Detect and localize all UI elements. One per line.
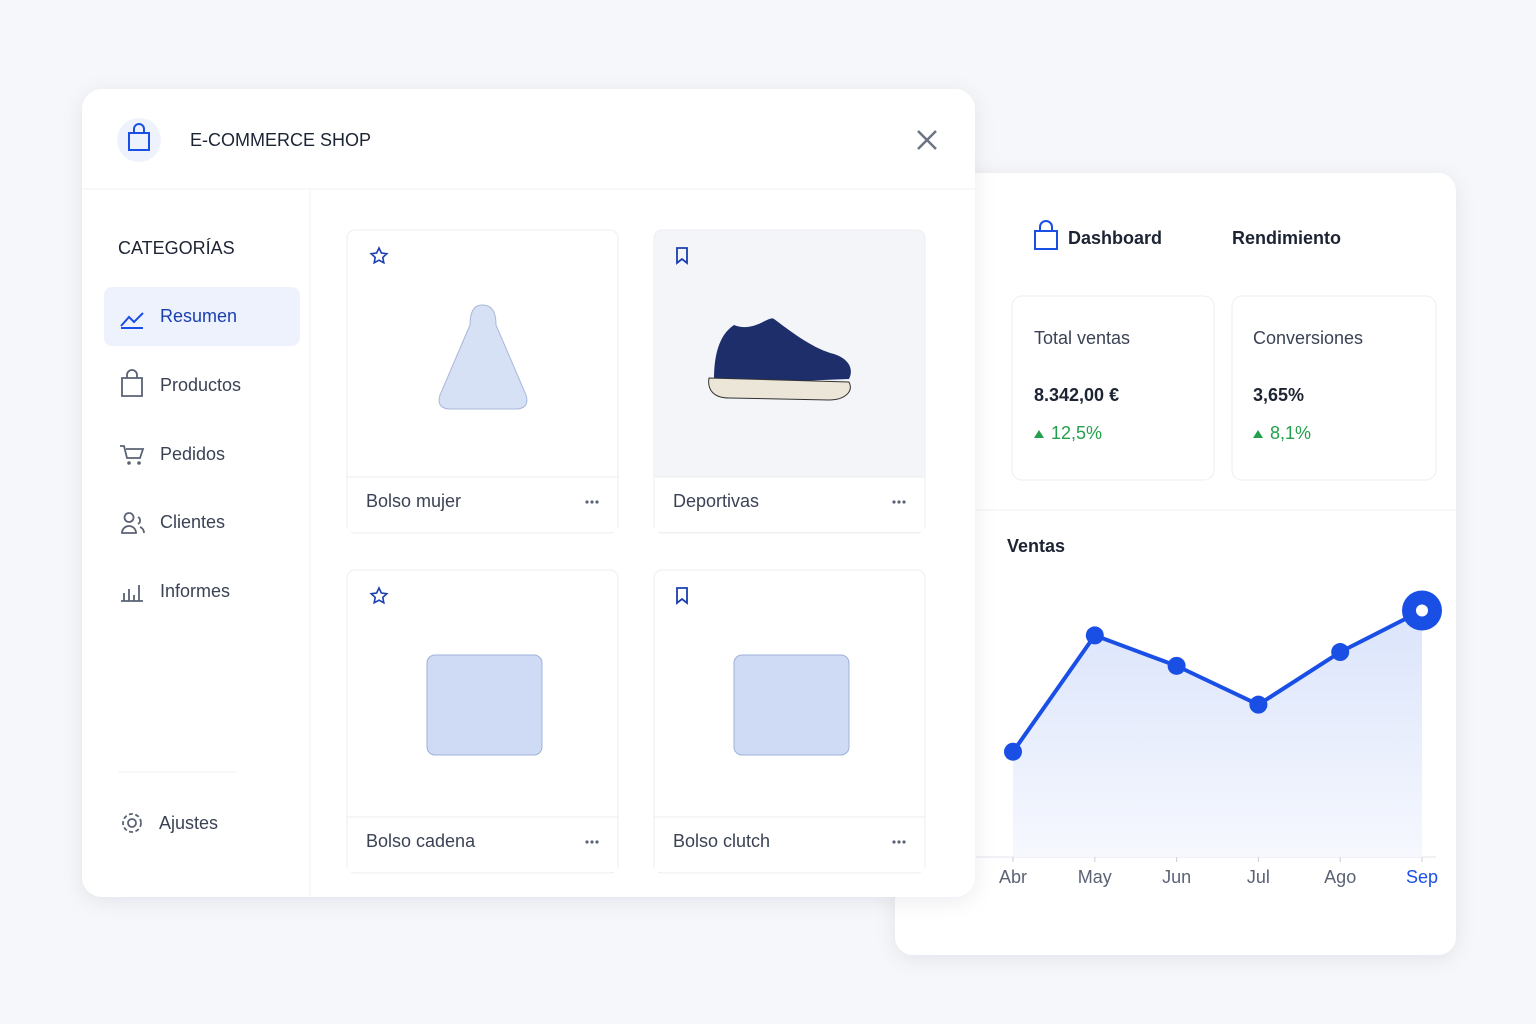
stat-label: Conversiones bbox=[1253, 328, 1363, 348]
more-dot bbox=[892, 840, 896, 844]
header-title: E-COMMERCE SHOP bbox=[190, 130, 371, 150]
stat-card bbox=[1231, 295, 1437, 481]
stat-value: 3,65% bbox=[1253, 385, 1304, 405]
more-dot bbox=[590, 840, 594, 844]
stat-change: 8,1% bbox=[1270, 423, 1311, 443]
icon bbox=[121, 585, 143, 602]
product-card[interactable]: Bolso cadena bbox=[346, 569, 619, 874]
icon bbox=[120, 445, 145, 459]
product-image bbox=[714, 318, 851, 384]
more-dot bbox=[902, 840, 906, 844]
point bbox=[1331, 643, 1350, 662]
chart-title: Ventas bbox=[1007, 536, 1065, 556]
tab[interactable]: Rendimiento bbox=[1232, 228, 1341, 248]
point-center bbox=[1416, 604, 1428, 617]
area bbox=[1013, 610, 1422, 857]
nav-item[interactable]: Productos bbox=[160, 375, 241, 395]
star-icon bbox=[369, 246, 389, 265]
more-dot bbox=[902, 500, 906, 504]
more-dot bbox=[585, 840, 589, 844]
more-dot bbox=[595, 500, 599, 504]
stat-change: 12,5% bbox=[1051, 423, 1102, 443]
card-footer bbox=[654, 817, 925, 872]
gear-icon bbox=[122, 813, 142, 833]
tab[interactable]: Dashboard bbox=[1068, 228, 1162, 248]
more-dot bbox=[595, 840, 599, 844]
x-tick-label: Jun bbox=[1162, 867, 1191, 887]
more-dot bbox=[892, 500, 896, 504]
x-tick-label: Ago bbox=[1324, 867, 1356, 887]
product-card[interactable]: Deportivas bbox=[653, 229, 926, 534]
product-name: Bolso mujer bbox=[366, 491, 461, 511]
chart: Abr May Jun Jul Ago Sep bbox=[999, 590, 1442, 887]
x-tick-label: Sep bbox=[1406, 867, 1438, 887]
icon bbox=[120, 312, 144, 329]
stat-label: Total ventas bbox=[1034, 328, 1130, 348]
x-tick-label: May bbox=[1078, 867, 1112, 887]
product-image bbox=[438, 304, 528, 410]
more-dot bbox=[590, 500, 594, 504]
bookmark-icon bbox=[676, 587, 688, 605]
product-name: Bolso cadena bbox=[366, 831, 476, 851]
card-footer bbox=[347, 477, 618, 532]
shop-panel: E-COMMERCE SHOP CATEGORÍAS Resumen Produ… bbox=[82, 89, 975, 897]
dashboard-panel: Dashboard Rendimiento Total ventas 8.342… bbox=[895, 173, 1456, 955]
icon bbox=[121, 512, 145, 534]
nav-item[interactable]: Informes bbox=[160, 581, 230, 601]
active-item-bg bbox=[104, 287, 300, 346]
icon bbox=[121, 369, 143, 397]
nav-item[interactable]: Clientes bbox=[160, 512, 225, 532]
point bbox=[1004, 742, 1022, 761]
product-name: Deportivas bbox=[673, 491, 759, 511]
product-card[interactable]: Bolso clutch bbox=[653, 569, 926, 874]
card-footer bbox=[347, 817, 618, 872]
sidebar-heading: CATEGORÍAS bbox=[118, 238, 235, 258]
point bbox=[1249, 695, 1268, 714]
product-card[interactable]: Bolso mujer bbox=[346, 229, 619, 534]
up-arrow bbox=[1253, 430, 1263, 438]
product-name: Bolso clutch bbox=[673, 831, 770, 851]
bag-icon bbox=[1034, 220, 1058, 250]
point bbox=[1167, 656, 1186, 675]
up-arrow bbox=[1034, 430, 1044, 438]
stat-value: 8.342,00 € bbox=[1034, 385, 1119, 405]
nav-item[interactable]: Pedidos bbox=[160, 444, 225, 464]
settings-item[interactable]: Ajustes bbox=[159, 813, 218, 833]
product-image bbox=[426, 654, 543, 756]
line bbox=[1011, 608, 1423, 753]
stat-card bbox=[1011, 295, 1215, 481]
more-dot bbox=[897, 500, 901, 504]
x-tick-label: Abr bbox=[999, 867, 1027, 887]
nav-item[interactable]: Resumen bbox=[160, 306, 237, 326]
product-image bbox=[733, 654, 850, 756]
bookmark-icon bbox=[676, 247, 688, 265]
star-icon bbox=[369, 586, 389, 605]
card-footer bbox=[654, 477, 925, 532]
bag-icon bbox=[128, 123, 150, 151]
more-dot bbox=[585, 500, 589, 504]
point bbox=[1085, 626, 1104, 645]
product-sole bbox=[708, 377, 851, 401]
close-button[interactable] bbox=[917, 130, 937, 150]
x-tick-label: Jul bbox=[1247, 867, 1270, 887]
more-dot bbox=[897, 840, 901, 844]
